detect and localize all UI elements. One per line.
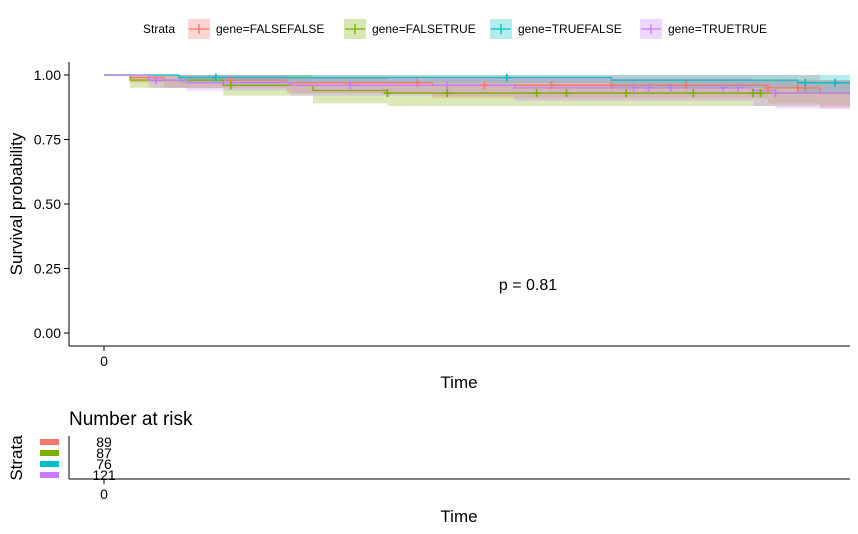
censor-mark-falsefalse	[480, 81, 489, 90]
censor-mark-falsetrue	[689, 89, 698, 98]
censor-mark-falsetrue	[756, 89, 765, 98]
risk-row-key-truefalse	[40, 461, 59, 467]
legend-label-falsetrue: gene=FALSETRUE	[372, 22, 476, 36]
y-tick-label: 0.75	[34, 132, 61, 148]
censor-mark-falsetrue	[749, 89, 758, 98]
legend-item-falsefalse: gene=FALSEFALSE	[188, 19, 324, 39]
censor-mark-falsetrue	[622, 89, 631, 98]
p-value-annotation: p = 0.81	[499, 277, 557, 294]
censor-mark-falsefalse	[607, 81, 616, 90]
legend: Strata gene=FALSEFALSE gene=FALSETRUE gene…	[143, 19, 767, 39]
censor-mark-falsefalse	[547, 81, 556, 90]
y-tick-label: 0.00	[34, 325, 61, 341]
censor-mark-truetrue	[629, 83, 638, 92]
censor-mark-falsetrue	[562, 89, 571, 98]
risk-row-key-truetrue	[40, 472, 59, 478]
censor-mark-truefalse	[831, 78, 840, 87]
legend-title: Strata	[143, 22, 175, 36]
censor-mark-truetrue	[443, 81, 452, 90]
risk-value-truefalse: 76	[96, 456, 112, 472]
censor-mark-truetrue	[346, 81, 355, 90]
censor-mark-falsefalse	[413, 78, 422, 87]
plot-panel: 0.00 0.25 0.50 0.75 1.00 0 p = 0.81 Time Sur…	[7, 62, 850, 392]
y-tick-label: 1.00	[34, 67, 61, 83]
censor-mark-falsetrue	[532, 89, 541, 98]
legend-item-truefalse: gene=TRUEFALSE	[490, 19, 622, 39]
censor-mark-truetrue	[644, 83, 653, 92]
risk-row-key-falsefalse	[40, 439, 59, 445]
y-tick-label: 0.50	[34, 196, 61, 212]
censor-mark-falsetrue	[383, 89, 392, 98]
x-axis-title: Time	[440, 373, 477, 392]
censor-mark-truefalse	[502, 73, 511, 82]
risk-table-y-axis-title: Strata	[7, 435, 26, 481]
risk-value-falsetrue: 87	[96, 445, 112, 461]
censor-mark-truetrue	[771, 89, 780, 98]
legend-label-truefalse: gene=TRUEFALSE	[518, 22, 622, 36]
censor-mark-falsefalse	[793, 83, 802, 92]
legend-label-falsefalse: gene=FALSEFALSE	[216, 22, 324, 36]
censor-mark-falsetrue	[226, 81, 235, 90]
risk-x-tick-label: 0	[100, 486, 108, 502]
risk-value-falsefalse: 89	[96, 434, 112, 450]
legend-item-falsetrue: gene=FALSETRUE	[344, 19, 476, 39]
x-tick-label: 0	[100, 353, 108, 369]
censor-mark-truefalse	[801, 78, 810, 87]
censor-mark-falsetrue	[443, 89, 452, 98]
y-axis-title: Survival probability	[7, 132, 26, 275]
censor-mark-truetrue	[734, 83, 743, 92]
censor-mark-falsefalse	[681, 81, 690, 90]
y-tick-label: 0.25	[34, 261, 61, 277]
legend-label-truetrue: gene=TRUETRUE	[668, 22, 767, 36]
survival-curve-truefalse	[104, 74, 850, 84]
censor-mark-truetrue	[719, 83, 728, 92]
censor-mark-truetrue	[152, 76, 161, 85]
censor-mark-truefalse	[211, 73, 220, 82]
censor-mark-truetrue	[666, 83, 675, 92]
legend-item-truetrue: gene=TRUETRUE	[640, 19, 767, 39]
risk-table-x-axis-title: Time	[440, 507, 477, 526]
survival-curve-falsefalse	[104, 74, 850, 94]
risk-row-key-falsetrue	[40, 450, 59, 456]
risk-table-title: Number at risk	[69, 409, 193, 430]
censor-mark-falsefalse	[763, 83, 772, 92]
risk-value-truetrue: 121	[92, 467, 116, 483]
